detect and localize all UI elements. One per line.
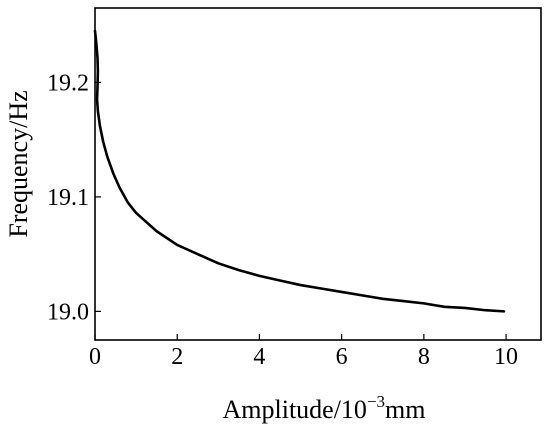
x-tick-label: 2 <box>171 344 183 370</box>
y-axis-label: Frequency/Hz <box>4 90 33 237</box>
y-tick-label: 19.0 <box>47 299 89 325</box>
y-tick-label: 19.1 <box>47 185 89 211</box>
x-tick-label: 6 <box>336 344 348 370</box>
x-axis-label-prefix: Amplitude/10 <box>223 395 367 424</box>
frequency-amplitude-curve <box>93 29 506 313</box>
x-tick-label: 8 <box>418 344 430 370</box>
x-axis-label-suffix: mm <box>385 395 425 424</box>
x-tick-label: 0 <box>89 344 101 370</box>
y-tick-label: 19.2 <box>47 70 89 96</box>
x-axis-label-exponent: −3 <box>367 392 385 411</box>
x-axis-label: Amplitude/10−3mm <box>223 392 426 424</box>
x-axis: 0 2 4 6 8 10 <box>89 334 518 370</box>
x-tick-label: 10 <box>494 344 518 370</box>
x-tick-label: 4 <box>253 344 265 370</box>
plot-frame <box>94 7 542 341</box>
y-axis: 19.0 19.1 19.2 <box>47 70 101 325</box>
